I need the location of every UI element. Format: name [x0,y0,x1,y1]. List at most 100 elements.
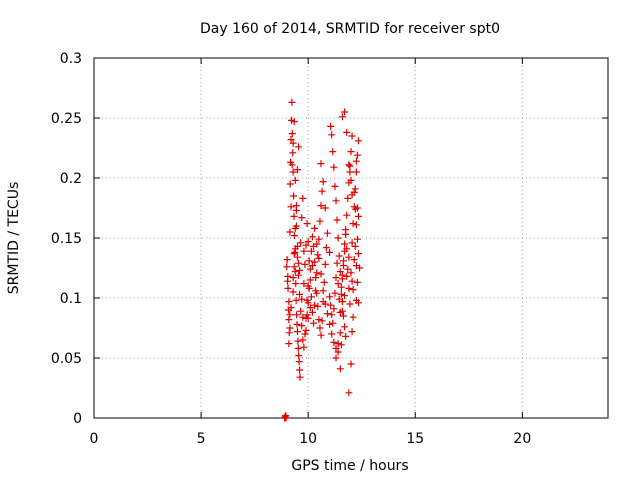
data-point [291,176,299,184]
data-point [333,216,341,224]
data-point [317,160,325,168]
data-point [305,284,313,292]
data-point [348,277,356,285]
data-point [295,259,303,267]
data-point [350,256,358,264]
data-point [290,250,298,258]
data-point [293,320,301,328]
data-point [329,319,337,327]
data-point [314,302,322,310]
data-point [284,284,292,292]
data-point [288,98,296,106]
data-point [290,232,298,240]
data-point [345,253,353,261]
data-point [328,311,336,319]
data-point [287,136,295,144]
data-point [291,268,299,276]
data-point [353,235,361,243]
data-point [337,283,345,291]
data-point [330,338,338,346]
x-tick-label: 5 [197,431,206,447]
data-point [349,220,357,228]
data-point [303,220,311,228]
data-point [344,265,352,273]
data-point [341,323,349,331]
data-point [315,254,323,262]
data-point [313,240,321,248]
data-point [348,132,356,140]
data-point [336,308,344,316]
data-point [285,329,293,337]
y-axis-label: SRMTID / TECUs [6,182,22,295]
data-point [313,269,321,277]
data-point [288,161,296,169]
data-point [317,331,325,339]
data-point [300,343,308,351]
data-point [303,311,311,319]
data-point [311,224,319,232]
data-point [293,166,301,174]
data-point [335,295,343,303]
data-point [297,307,305,315]
data-point [281,413,289,421]
data-point [296,290,304,298]
data-point [342,332,350,340]
data-point [343,211,351,219]
data-point [287,304,295,312]
data-point [300,280,308,288]
data-point [336,268,344,276]
data-point [338,271,346,279]
data-point [343,128,351,136]
data-point [341,240,349,248]
x-tick-label: 0 [90,431,99,447]
data-point [346,162,354,170]
data-point [352,157,360,165]
data-point [345,284,353,292]
data-point [291,245,299,253]
data-point [302,326,310,334]
data-point [315,316,323,324]
data-point [285,316,293,324]
data-point [322,244,330,252]
data-point [304,314,312,322]
data-point [336,329,344,337]
data-point [332,197,340,205]
data-point [328,330,336,338]
data-point [348,328,356,336]
data-point [305,257,313,265]
data-point [351,185,359,193]
data-point [299,313,307,321]
y-tick-label: 0.3 [60,51,82,67]
data-point [345,389,353,397]
data-point [351,205,359,213]
data-point [327,301,335,309]
data-point [335,252,343,260]
data-point [342,226,350,234]
data-point [331,182,339,190]
data-point [298,295,306,303]
data-point [326,248,334,256]
data-point [321,300,329,308]
x-tick-label: 10 [299,431,317,447]
data-point [296,366,304,374]
data-point [292,280,300,288]
data-point [346,300,354,308]
data-point [293,328,301,336]
data-point [308,308,316,316]
data-point [299,194,307,202]
data-point [347,176,355,184]
data-point [319,178,327,186]
data-point [300,247,308,255]
data-point [347,269,355,277]
data-point [349,286,357,294]
data-point [314,251,322,259]
data-point [332,354,340,362]
data-point [295,271,303,279]
data-point [297,239,305,247]
data-point [287,203,295,211]
data-point [290,192,298,200]
data-point [321,204,329,212]
data-point [293,253,301,261]
